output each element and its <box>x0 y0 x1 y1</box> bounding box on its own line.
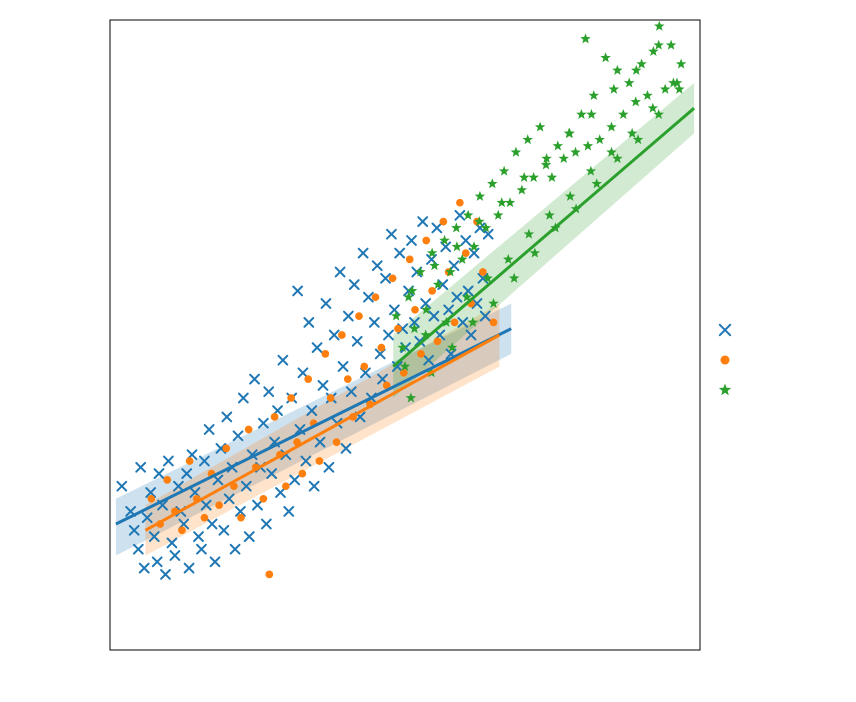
scatter-chart <box>0 0 856 702</box>
legend-item-1 <box>720 355 729 364</box>
